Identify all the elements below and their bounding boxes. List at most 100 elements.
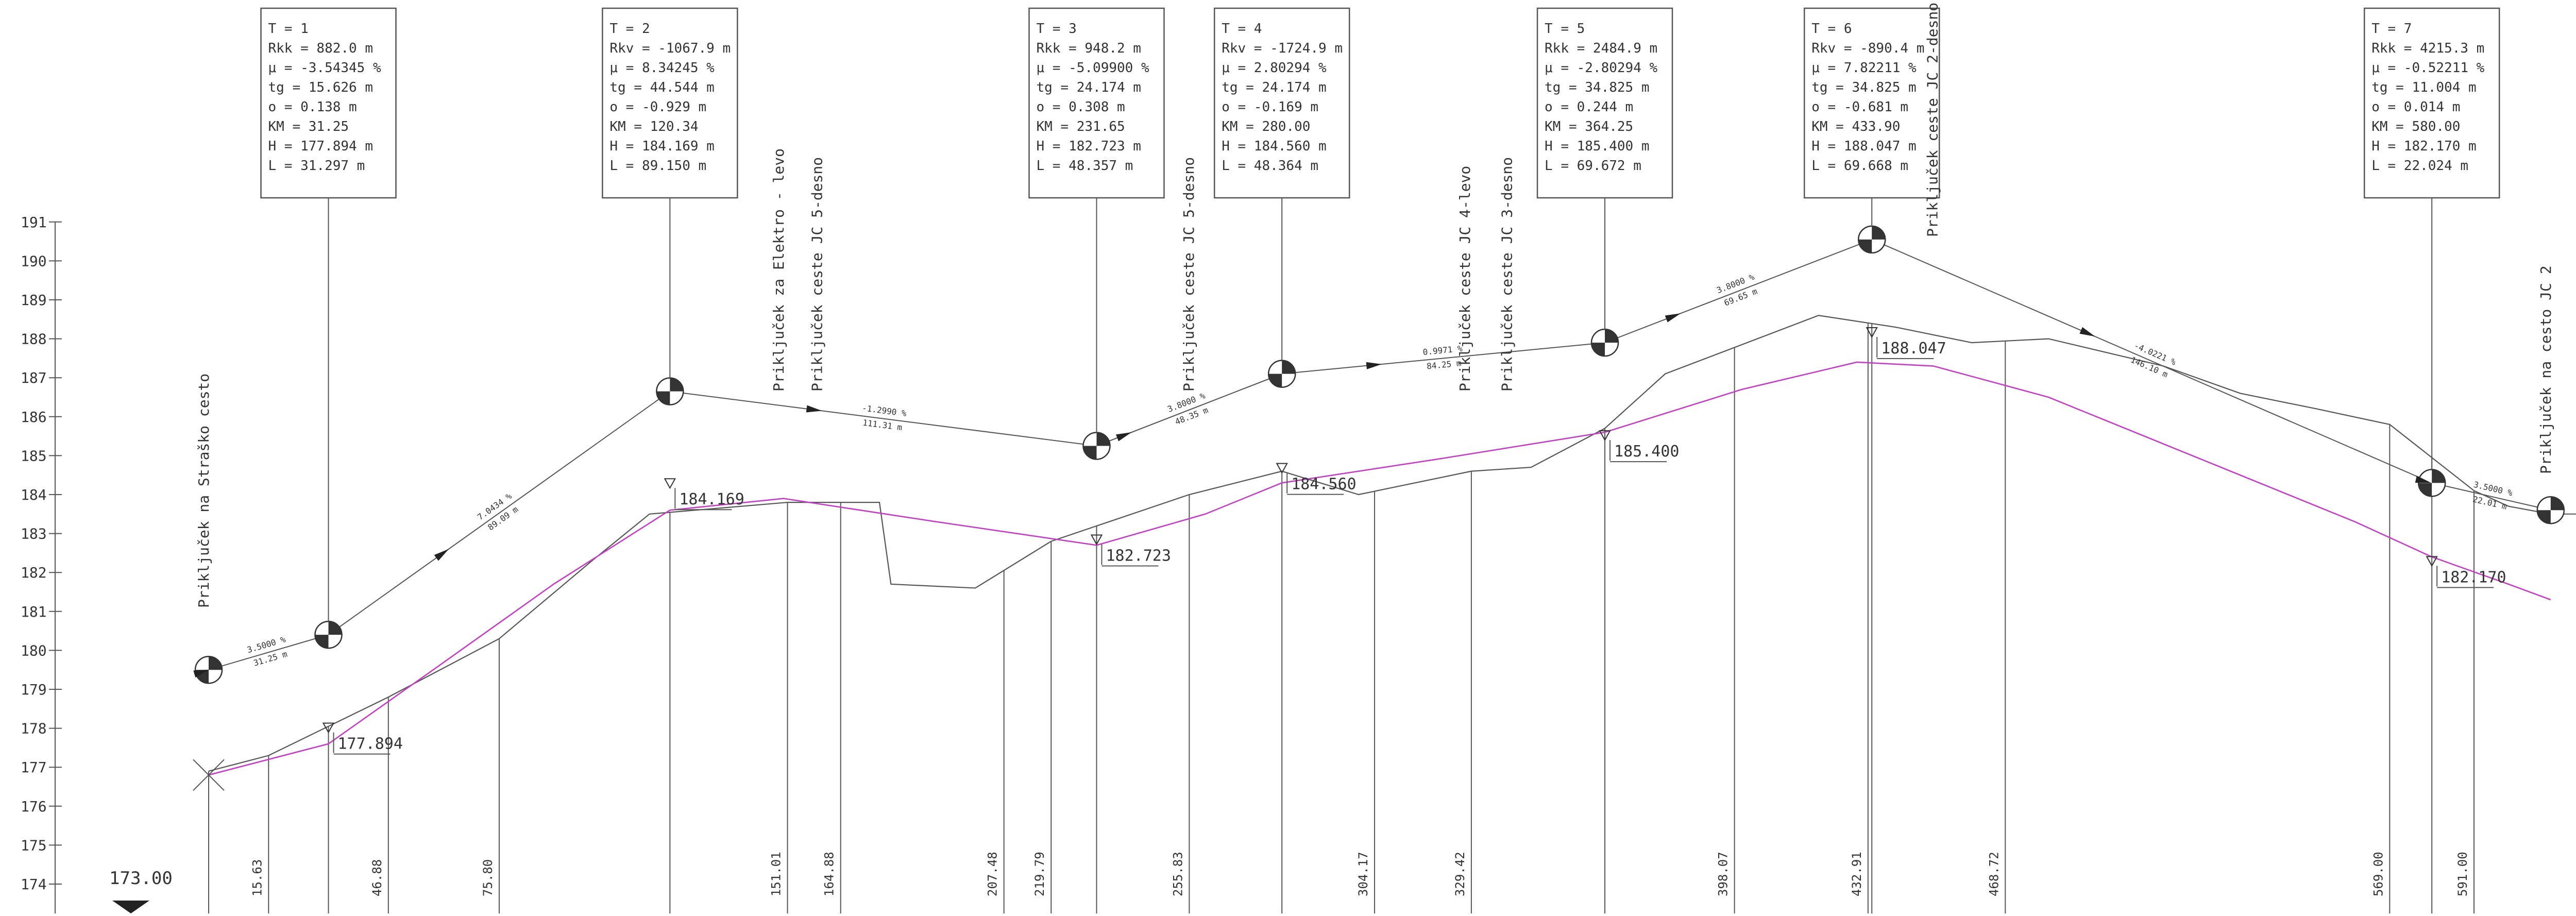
vertex-box-line: Rkk = 882.0 m — [268, 41, 374, 56]
station-label: 207.48 — [986, 852, 1000, 896]
vertex-quadrant — [315, 635, 329, 649]
vertex-box-frame — [602, 7, 738, 199]
vertex-box-line: H = 177.894 m — [268, 139, 374, 154]
elevation-mark: 182.170 — [2426, 556, 2506, 588]
grade-label: 3.8000 %48.35 m — [1115, 391, 1210, 442]
vertex-box-frame — [1803, 7, 1940, 199]
vertex-box: T = 6 Rkv = -890.4 m μ = 7.82211 % tg = 34.… — [1803, 7, 1940, 226]
vertex-box-line: H = 185.400 m — [1545, 139, 1650, 154]
vertex-box-line: L = 31.297 m — [268, 158, 365, 174]
vertex-box-line: o = 0.308 m — [1036, 99, 1125, 115]
vertex-box-line: tg = 24.174 m — [1222, 80, 1327, 95]
vertex-box-line: μ = 8.34245 % — [609, 60, 715, 76]
grade-percent: -1.2990 % — [861, 403, 907, 418]
vertex-box-line: T = 1 — [268, 21, 309, 37]
vertex-box-line: H = 182.723 m — [1036, 139, 1141, 154]
station-label: 398.07 — [1716, 852, 1731, 896]
vertex-box-line: tg = 34.825 m — [1545, 80, 1650, 95]
vertex-box-line: Rkk = 2484.9 m — [1545, 41, 1657, 56]
axis-tick-label: 182 — [21, 564, 47, 581]
grade-length: 22.01 m — [2472, 494, 2508, 512]
vertex-box-line: H = 184.560 m — [1222, 139, 1327, 154]
elevation-triangle — [1599, 430, 1611, 442]
vertex-box-line: T = 7 — [2371, 21, 2412, 37]
station-label: 432.91 — [1850, 852, 1864, 896]
vertex-box-line: Rkk = 948.2 m — [1036, 41, 1141, 56]
vertex-box: T = 1 Rkk = 882.0 m μ = -3.54345 % tg = 15.… — [260, 7, 397, 622]
grade-label: 0.9971 %84.25 m — [1366, 344, 1463, 371]
vertex-quadrant — [2418, 483, 2432, 497]
vertex-box-line: μ = -0.52211 % — [2371, 60, 2484, 76]
elevation-triangle — [1866, 327, 1878, 338]
vertex-box-frame — [1213, 7, 1350, 199]
vertex-quadrant — [2432, 469, 2446, 483]
vertex-box-line: o = 0.138 m — [268, 99, 357, 115]
elevation-value: 182.723 — [1106, 547, 1171, 565]
vertex-box-line: o = -0.929 m — [609, 99, 706, 115]
vertex-box-line: H = 182.170 m — [2371, 139, 2477, 154]
station-label: 46.88 — [370, 859, 384, 896]
grade-label: 7.0434 %89.09 m — [434, 491, 520, 561]
vertex-box-line: Rkv = -1724.9 m — [1222, 41, 1343, 56]
axis-tick-label: 181 — [21, 603, 47, 620]
junction-label: Priključek ceste JC 5-desno — [1180, 157, 1197, 392]
vertex-box-line: μ = -2.80294 % — [1545, 60, 1657, 76]
station-label: 591.00 — [2455, 852, 2470, 896]
vertex-box-line: o = 0.014 m — [2371, 99, 2460, 115]
axis-tick-label: 176 — [21, 798, 47, 815]
vertex-box-line: Rkv = -890.4 m — [1811, 41, 1924, 56]
station-label: 164.88 — [822, 852, 837, 896]
elevation-marks: 177.894 184.169 182.723 184.560 185.400 188.0… — [322, 327, 2506, 755]
vertex-box-line: μ = 7.82211 % — [1811, 60, 1917, 76]
elevation-triangle — [1276, 463, 1288, 474]
vertex-box: T = 5 Rkk = 2484.9 m μ = -2.80294 % tg = 34… — [1536, 7, 1673, 330]
station-lines: 15.63 46.88 75.80 151.01 164.88 207.48 219.79 2… — [208, 323, 2475, 913]
elevation-value: 177.894 — [338, 735, 403, 753]
axis-tick-label: 180 — [21, 642, 47, 659]
datum-marker: 173.00 — [109, 868, 173, 913]
vertex-box-line: L = 69.668 m — [1811, 158, 1908, 174]
elevation-axis: 191 190 189 188 187 186 185 184 183 182 181 180 179 1… — [21, 214, 62, 913]
junction-label: Priključek na cesto JC 2 — [2537, 265, 2554, 474]
station-label: 151.01 — [769, 852, 784, 896]
vertex-box-line: μ = -3.54345 % — [268, 60, 381, 76]
tangent-polyline — [208, 239, 2551, 671]
junction-label: Priključek ceste JC 3-desno — [1499, 157, 1516, 392]
grade-arrow — [806, 405, 822, 413]
vertex-box-line: L = 22.024 m — [2371, 158, 2468, 174]
vertex-quadrant — [1282, 360, 1296, 374]
vertex-box-line: tg = 44.544 m — [609, 80, 715, 95]
axis-tick-label: 186 — [21, 409, 47, 426]
vertex-box-line: KM = 280.00 — [1222, 119, 1310, 134]
vertex-quadrant — [2550, 497, 2564, 511]
vertex-box-line: H = 188.047 m — [1811, 139, 1917, 154]
axis-tick-label: 178 — [21, 720, 47, 737]
axis-tick-label: 179 — [21, 681, 47, 698]
vertex-quadrant — [1096, 432, 1110, 446]
vertex-quadrant — [2537, 510, 2551, 524]
vertex-box-line: T = 5 — [1545, 21, 1585, 37]
station-label: 304.17 — [1356, 852, 1370, 896]
grade-arrow — [2079, 327, 2095, 337]
vertex-box-line: KM = 364.25 — [1545, 119, 1633, 134]
junction-label: Priključek na Straško cesto — [195, 374, 212, 608]
vertex-box-line: tg = 34.825 m — [1811, 80, 1917, 95]
axis-tick-label: 183 — [21, 525, 47, 542]
design-polyline — [208, 361, 2551, 776]
vertex-quadrant — [1605, 329, 1619, 343]
vertex-box-line: T = 4 — [1222, 21, 1262, 37]
axis-tick-label: 185 — [21, 447, 47, 464]
vertex-box-line: Rkv = -1067.9 m — [609, 41, 731, 56]
vertex-box-line: H = 184.169 m — [609, 139, 715, 154]
vertex-box-line: o = 0.244 m — [1545, 99, 1633, 115]
vertex-quadrant — [670, 378, 684, 392]
vertex-quadrant — [1083, 446, 1097, 460]
grade-arrow — [1366, 362, 1382, 369]
elevation-mark: 184.169 — [664, 478, 744, 511]
axis-tick-label: 188 — [21, 331, 47, 348]
junction-label: Priključek ceste JC 4-levo — [1456, 166, 1473, 392]
axis-tick-label: 184 — [21, 486, 47, 503]
vertex-box-line: tg = 11.004 m — [2371, 80, 2477, 95]
